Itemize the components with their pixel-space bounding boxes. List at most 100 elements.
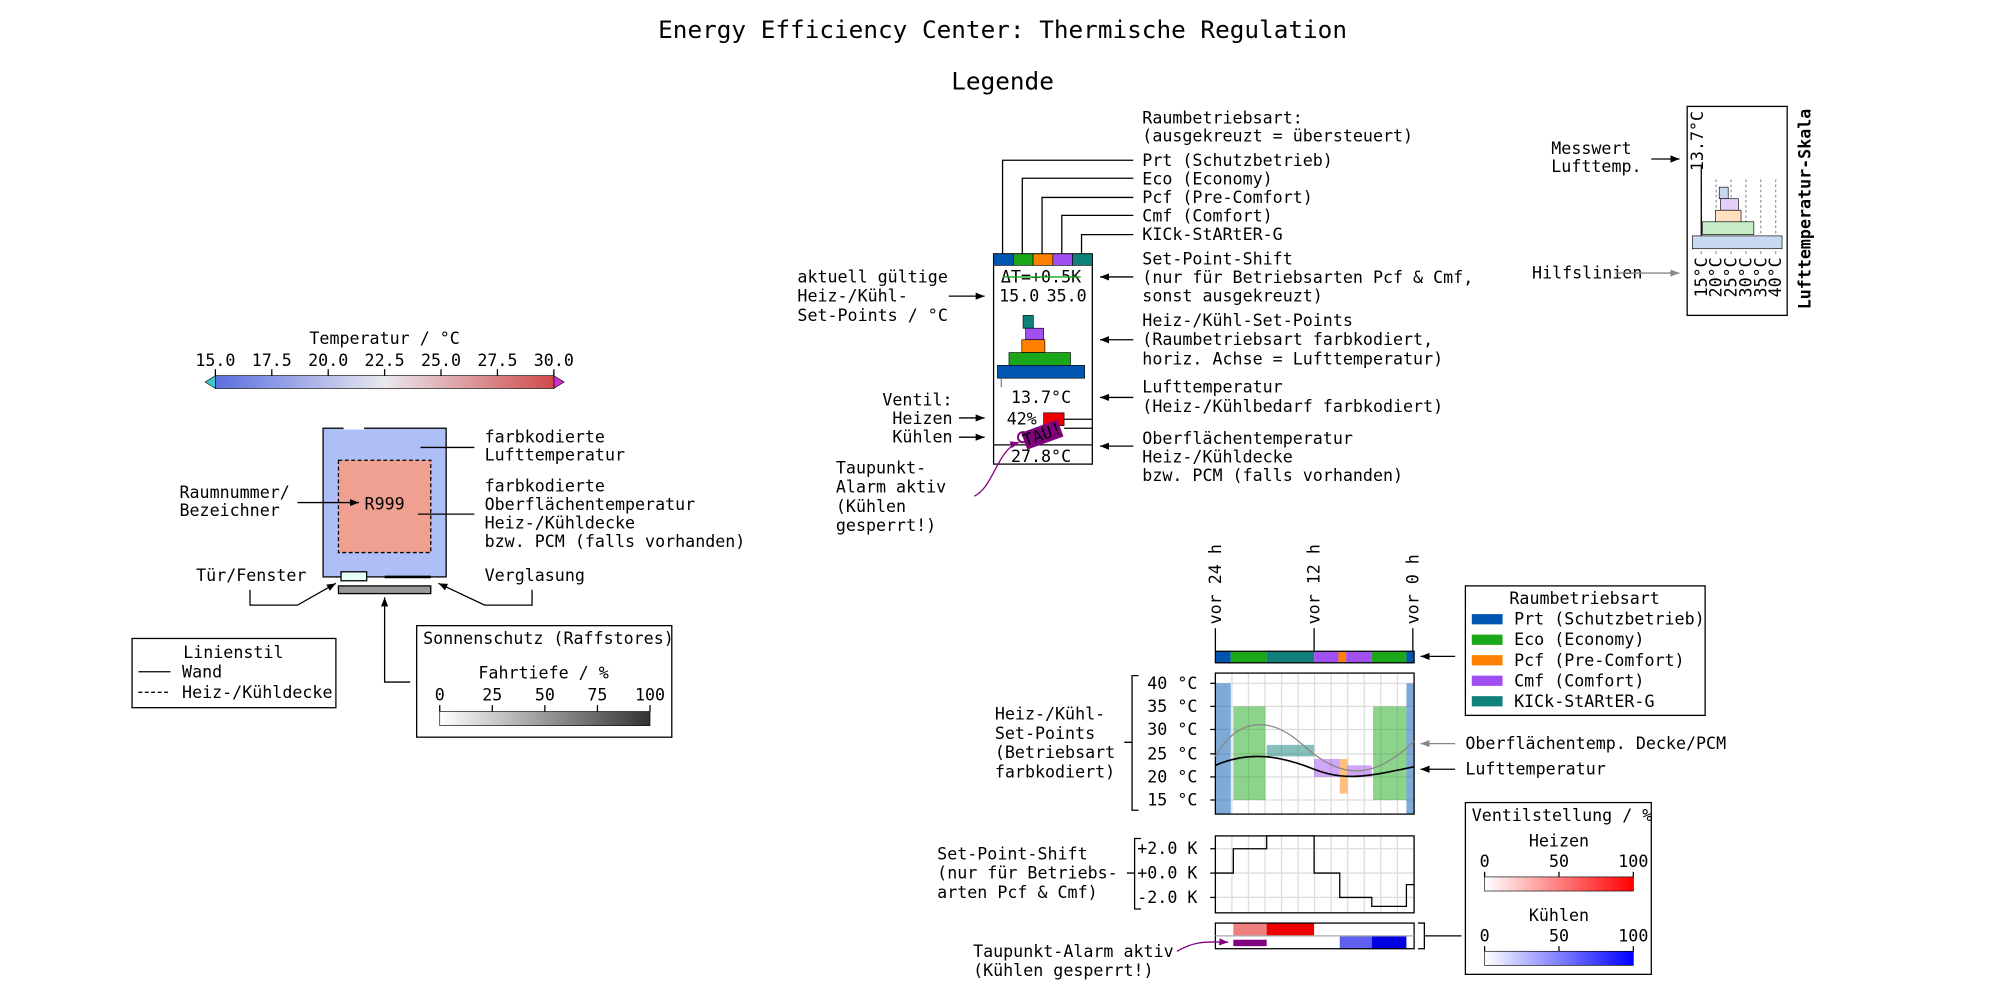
label: (nur für Betriebs- — [937, 864, 1118, 883]
label: Set-Points — [995, 724, 1095, 743]
label: 20°C — [1707, 257, 1726, 297]
setpoint-band — [1314, 758, 1340, 777]
label: (Kühlen — [836, 497, 906, 516]
box — [1025, 327, 1044, 341]
label: vor 0 h — [1403, 554, 1422, 624]
label: 13.7°C — [1011, 388, 1071, 407]
label: Heiz-/Kühl-Set-Points — [1142, 311, 1353, 330]
label: 35°C — [1751, 257, 1770, 297]
label: horiz. Achse = Lufttemperatur) — [1142, 349, 1443, 368]
label: farbkodierte — [485, 428, 605, 447]
label: Raumnummer/ — [179, 483, 289, 502]
setpoint-band — [1233, 706, 1266, 800]
alarm-badge — [1021, 419, 1064, 450]
label: Energy Efficiency Center: Thermische Reg… — [658, 15, 1347, 44]
label: 17.5 — [252, 351, 292, 370]
label: 100 — [1618, 926, 1648, 945]
label: +2.0 K — [1137, 839, 1197, 858]
setpoint-band — [1215, 683, 1231, 815]
box — [337, 459, 432, 554]
mode-cell — [1230, 651, 1267, 663]
label: Taupunkt-Alarm aktiv — [973, 942, 1174, 961]
bracket — [1417, 922, 1462, 950]
label: (Raumbetriebsart farbkodiert, — [1142, 330, 1433, 349]
label: 15.0 — [195, 351, 235, 370]
label: Sonnenschutz (Raffstores) — [423, 629, 674, 648]
setpoint-band — [1266, 744, 1315, 757]
label: Pcf (Pre-Comfort) — [1514, 651, 1684, 670]
label: gesperrt!) — [836, 516, 936, 535]
label: Verglasung — [485, 566, 585, 585]
label: 15.0 — [999, 287, 1039, 306]
label: R999 — [365, 494, 405, 513]
label: 30 °C — [1147, 720, 1197, 739]
box — [1052, 253, 1073, 266]
label: Heiz-/Kühldecke — [485, 514, 635, 533]
box — [1715, 209, 1742, 223]
box — [1021, 339, 1046, 353]
label: Tür/Fenster — [196, 566, 306, 585]
box — [1718, 186, 1729, 200]
label: 15°C — [1692, 257, 1711, 297]
mode-cell — [1215, 651, 1231, 663]
box — [1484, 950, 1634, 966]
box — [340, 571, 368, 582]
alarm-bar — [1233, 939, 1267, 947]
label: Fahrtiefe / % — [478, 664, 608, 683]
label: farbkodierte — [485, 476, 605, 495]
label: 30°C — [1736, 257, 1755, 297]
valve-heat — [1233, 923, 1267, 936]
setpoint-band — [1373, 706, 1407, 800]
box — [1032, 253, 1054, 266]
label: 25°C — [1722, 257, 1741, 297]
colorbar-end — [204, 375, 216, 390]
label: 0 — [1480, 852, 1490, 871]
label: bzw. PCM (falls vorhanden) — [1142, 466, 1403, 485]
colorbar-end — [553, 375, 565, 390]
label: Bezeichner — [179, 501, 279, 520]
label: 0 — [1480, 926, 1490, 945]
label: Prt (Schutzbetrieb) — [1142, 151, 1333, 170]
label: Kühlen — [892, 428, 952, 447]
leader — [1080, 233, 1134, 254]
label: 30.0 — [534, 351, 574, 370]
mode-cell — [1314, 651, 1339, 663]
label: (ausgekreuzt = übersteuert) — [1142, 126, 1413, 145]
label: Set-Point-Shift — [1142, 249, 1292, 268]
label: 35 °C — [1147, 697, 1197, 716]
label: Raumbetriebsart: — [1142, 108, 1302, 127]
label: arten Pcf & Cmf) — [937, 883, 1097, 902]
shift-line — [1215, 835, 1415, 908]
label: Messwert — [1551, 139, 1631, 158]
label: Linienstil — [183, 643, 283, 662]
setpoint-band — [1406, 683, 1415, 815]
leader — [1061, 214, 1134, 254]
box — [1022, 315, 1034, 329]
label: Wand — [182, 662, 222, 681]
label: Pcf (Pre-Comfort) — [1142, 188, 1312, 207]
label: 40°C — [1766, 257, 1785, 297]
label: Heizen — [892, 409, 952, 428]
label: Legende — [951, 66, 1054, 95]
mode-cell — [1371, 651, 1407, 663]
label: 15 °C — [1147, 790, 1197, 809]
label: Lufttemperatur — [1142, 378, 1282, 397]
legend-swatch — [1471, 655, 1503, 666]
box — [1464, 585, 1706, 717]
label: 50 — [1549, 852, 1569, 871]
arrow — [381, 597, 411, 683]
label: Heiz-/Kühldecke — [182, 683, 332, 702]
label: 50 — [1549, 926, 1569, 945]
label: 27.5 — [477, 351, 517, 370]
legend-swatch — [1471, 675, 1503, 686]
bracket — [1124, 675, 1139, 811]
label: vor 24 h — [1206, 544, 1225, 624]
label: Oberflächentemperatur — [1142, 429, 1353, 448]
label: 100 — [635, 685, 665, 704]
label: Ventil: — [882, 391, 952, 410]
label: vor 12 h — [1305, 544, 1324, 624]
legend-swatch — [1471, 634, 1503, 645]
label: -2.0 K — [1137, 888, 1197, 907]
label: Eco (Economy) — [1514, 630, 1644, 649]
